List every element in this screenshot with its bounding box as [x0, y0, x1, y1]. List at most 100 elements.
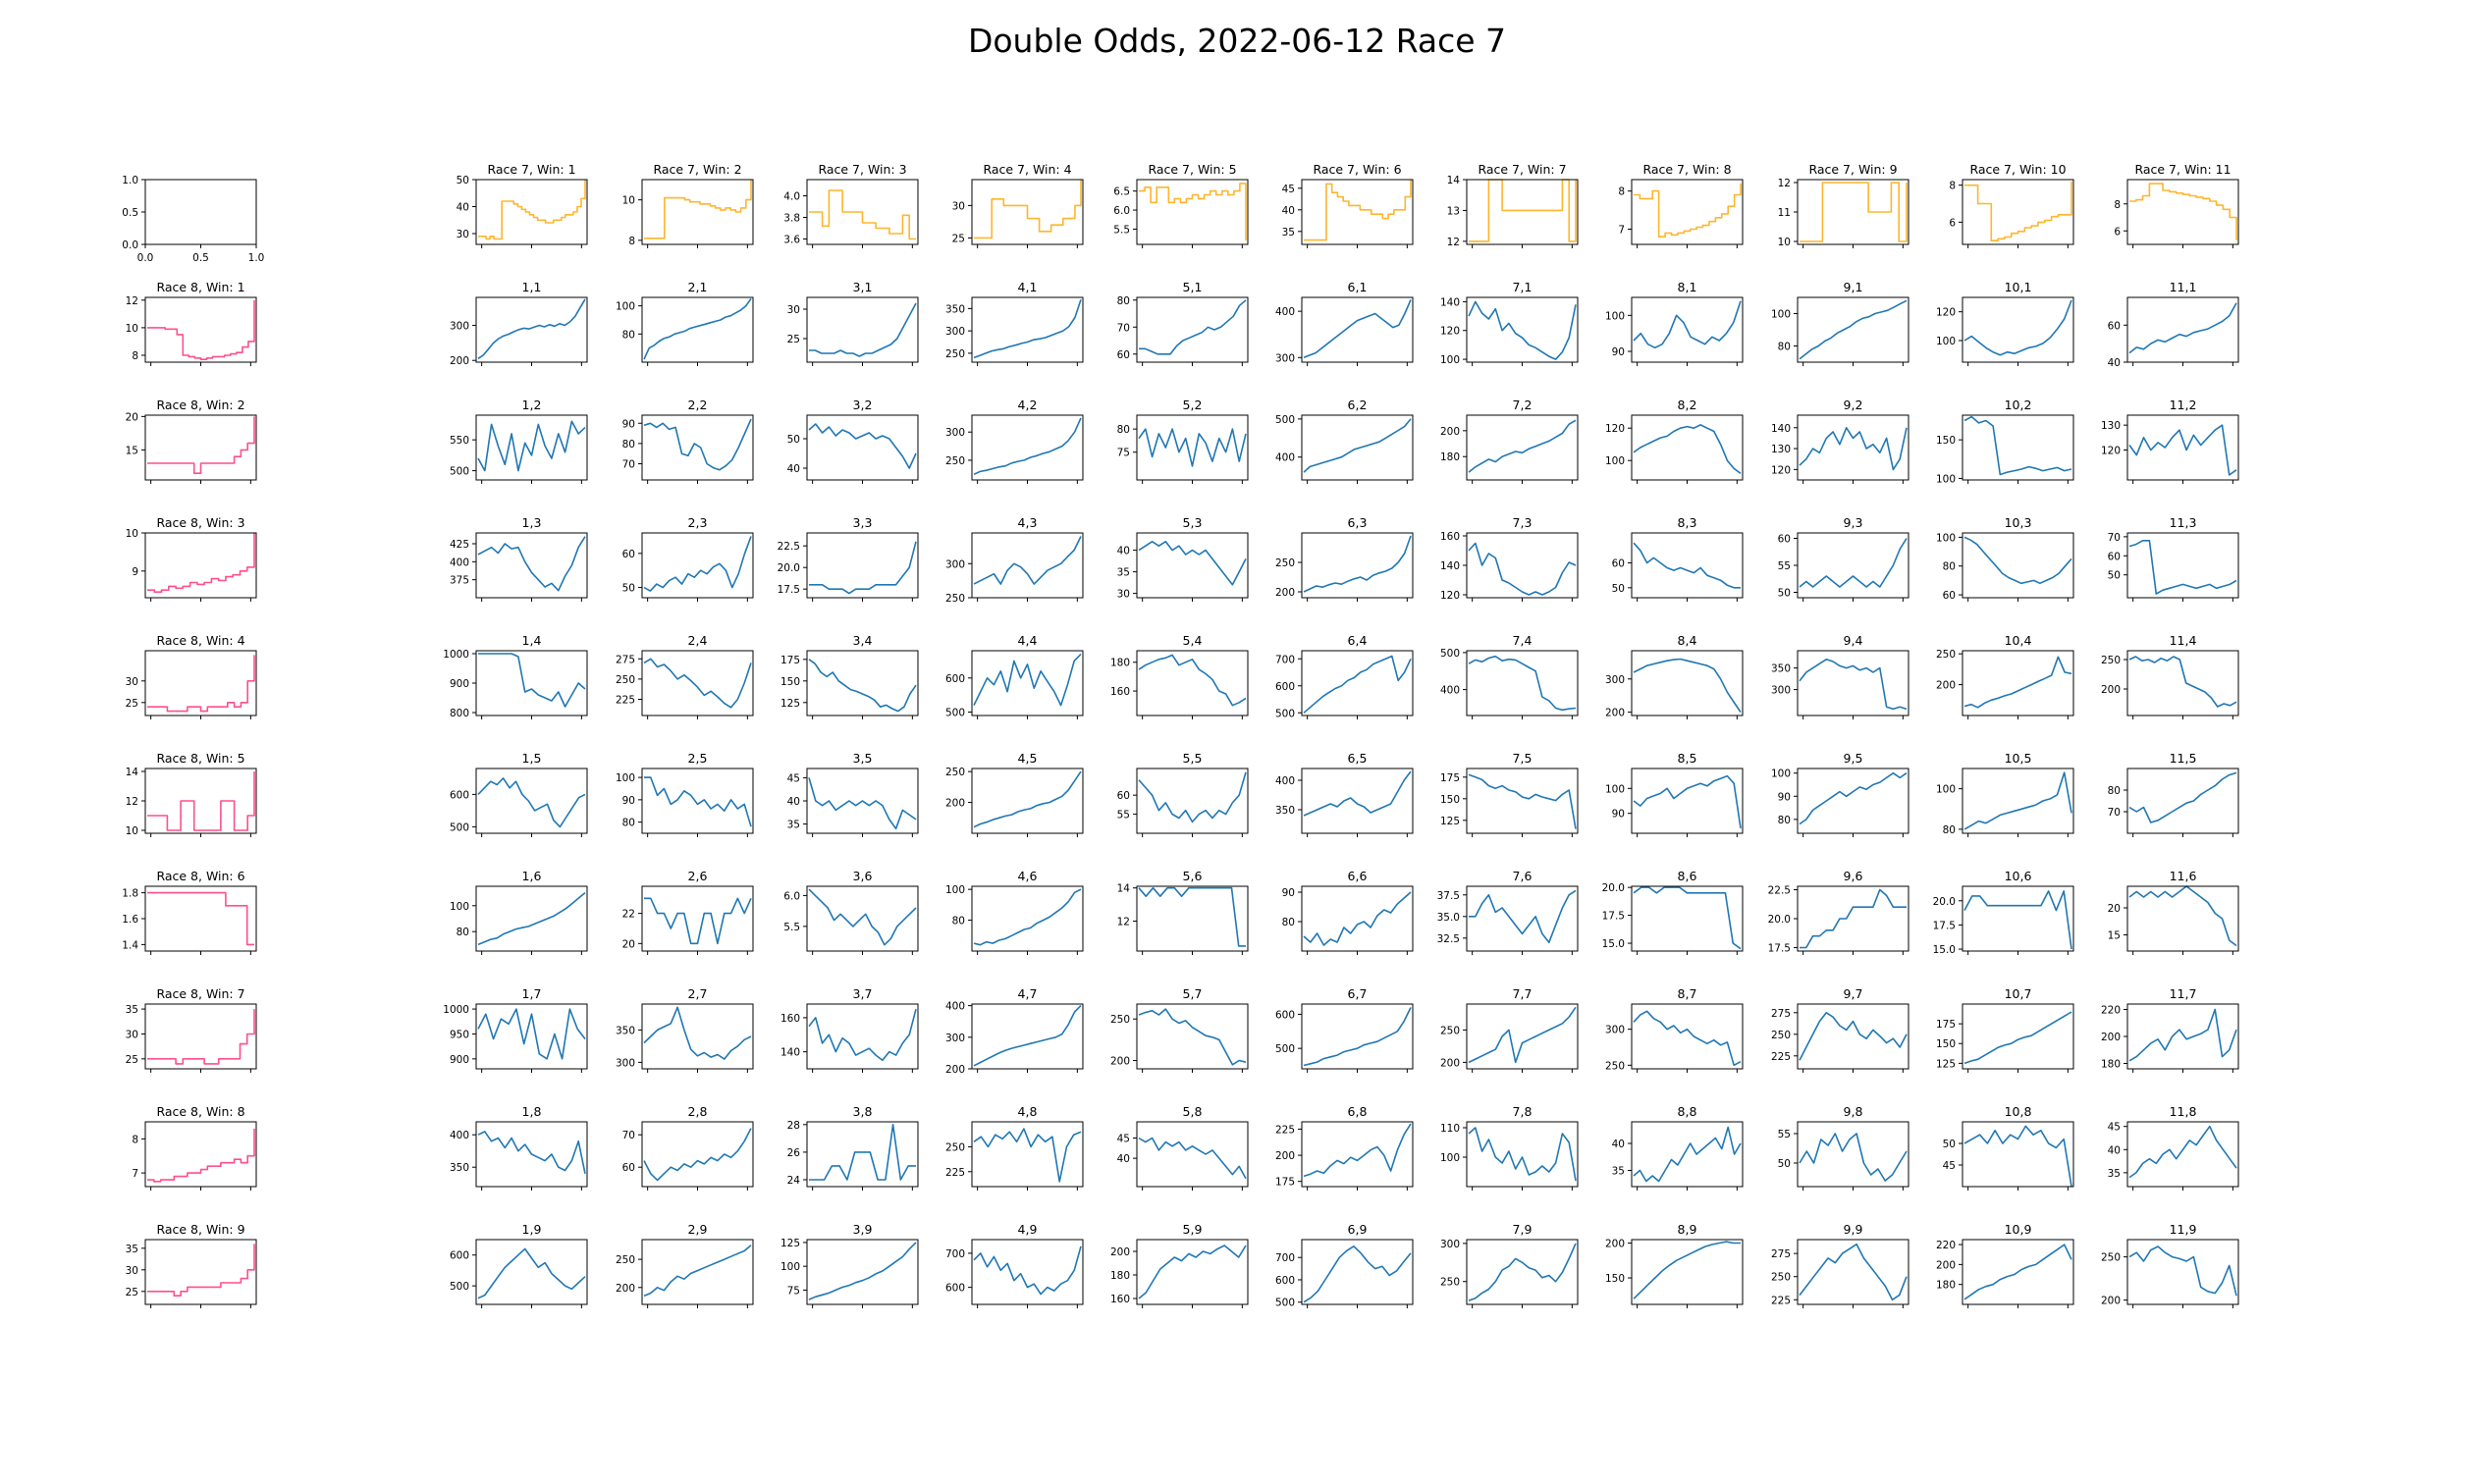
panel-title: 8,7 [1678, 986, 1697, 1001]
y-tick-label: 125 [780, 698, 800, 710]
y-tick-label: 1.8 [122, 888, 138, 900]
panel-title: 4,1 [1018, 280, 1038, 294]
double-odds-panel: 8,1 90 100 [1605, 280, 1744, 366]
panel-title: 10,6 [2005, 869, 2032, 883]
y-tick-label: 50 [457, 175, 469, 186]
y-tick-label: 35 [1117, 567, 1130, 579]
double-odds-panel: 5,2 75 80 [1117, 398, 1249, 484]
double-odds-panel: 11,3 50 60 70 [2108, 515, 2239, 602]
panel-title: 3,7 [853, 986, 873, 1001]
series-line [1633, 658, 1742, 714]
panel-title: 8,3 [1678, 515, 1697, 530]
y-tick-label: 30 [126, 676, 138, 688]
series-line [1138, 1245, 1247, 1299]
y-tick-label: 300 [1771, 685, 1791, 697]
y-tick-label: 12 [126, 295, 138, 307]
y-tick-label: 45 [787, 772, 800, 784]
y-tick-label: 160 [1110, 686, 1130, 698]
panel-title: 11,9 [2170, 1222, 2197, 1237]
panel-title: 8,4 [1678, 633, 1697, 648]
panel-title: 11,7 [2170, 986, 2197, 1001]
race7-win-panel: Race 7, Win: 5 5.5 6.0 6.5 [1113, 162, 1249, 248]
series-line [1468, 300, 1577, 360]
series-line [2128, 656, 2237, 708]
double-odds-panel: 2,5 80 90 100 [616, 751, 754, 837]
panel-title: Race 7, Win: 1 [487, 162, 575, 177]
y-tick-label: 120 [2101, 446, 2121, 457]
double-odds-panel: 3,5 35 40 45 [787, 751, 919, 837]
y-tick-label: 120 [1440, 590, 1460, 602]
y-tick-label: 20.0 [1768, 914, 1791, 926]
double-odds-panel: 1,2 500 550 [450, 398, 588, 484]
series-line [1468, 1127, 1577, 1182]
axes-frame [1631, 179, 1744, 245]
y-tick-label: 350 [450, 1162, 469, 1174]
y-tick-label: 20.0 [1602, 882, 1625, 894]
y-tick-label: 5.5 [783, 922, 800, 933]
axes-frame [1301, 1003, 1414, 1070]
double-odds-panel: 4,1 250 300 350 [945, 280, 1084, 366]
double-odds-panel: 5,6 12 14 [1117, 869, 1249, 955]
y-tick-label: 600 [1275, 1275, 1295, 1287]
panel-title: Race 7, Win: 11 [2134, 162, 2231, 177]
panel-title: 10,9 [2005, 1222, 2032, 1237]
panel-title: Race 7, Win: 9 [1808, 162, 1897, 177]
axes-frame [1631, 1121, 1744, 1188]
series-line [147, 1128, 255, 1183]
y-tick-label: 6.0 [1113, 205, 1130, 217]
y-tick-label: 350 [1771, 663, 1791, 675]
panel-title: 9,2 [1844, 398, 1863, 412]
y-tick-label: 100 [1936, 784, 1956, 796]
panel-title: 11,1 [2170, 280, 2197, 294]
series-line [2128, 885, 2237, 947]
y-tick-label: 100 [1771, 768, 1791, 780]
panel-title: 6,2 [1348, 398, 1368, 412]
panel-title: 9,1 [1844, 280, 1863, 294]
y-tick-label: 90 [622, 418, 635, 430]
double-odds-panel: 7,7 200 250 [1440, 986, 1579, 1073]
axes-frame [1301, 414, 1414, 481]
race7-win-panel: Race 7, Win: 4 25 30 [952, 162, 1084, 248]
series-line [2128, 1246, 2237, 1297]
y-tick-label: 6 [2114, 226, 2121, 238]
y-tick-label: 250 [1110, 1014, 1130, 1026]
double-odds-panel: 11,9 200 250 [2101, 1222, 2239, 1308]
y-tick-label: 600 [450, 789, 469, 801]
axes-frame [1466, 1239, 1579, 1305]
y-tick-label: 400 [1275, 452, 1295, 464]
y-tick-label: 90 [622, 795, 635, 807]
panel-title: 5,3 [1183, 515, 1203, 530]
axes-frame [1466, 414, 1579, 481]
y-tick-label: 100 [450, 901, 469, 913]
panel-title: Race 8, Win: 9 [156, 1222, 244, 1237]
double-odds-panel: 4,8 225 250 [945, 1104, 1084, 1191]
y-tick-label: 100 [1936, 532, 1956, 544]
y-tick-label: 200 [945, 798, 965, 810]
series-line [1633, 774, 1742, 829]
double-odds-panel: 3,7 140 160 [780, 986, 919, 1073]
y-tick-label: 400 [945, 1001, 965, 1013]
axes-frame [806, 414, 919, 481]
y-tick-label: 17.5 [1602, 911, 1625, 923]
axes-frame [806, 532, 919, 599]
series-line [808, 659, 917, 713]
y-tick-label: 100 [1605, 783, 1625, 795]
y-tick-label: 175 [1440, 772, 1460, 784]
y-tick-label: 30 [952, 200, 965, 212]
y-tick-label: 80 [2108, 785, 2121, 797]
axes-frame [475, 885, 588, 952]
y-tick-label: 20.0 [1933, 896, 1956, 908]
y-tick-label: 60 [1117, 790, 1130, 802]
axes-frame [144, 768, 257, 834]
series-line [643, 1128, 752, 1182]
series-line [1138, 428, 1247, 467]
axes-frame [475, 532, 588, 599]
y-tick-label: 175 [1936, 1019, 1956, 1031]
series-line [1138, 541, 1247, 586]
y-tick-label: 200 [1440, 1057, 1460, 1069]
axes-frame [1466, 1121, 1579, 1188]
double-odds-panel: 5,9 160 180 200 [1110, 1222, 1249, 1308]
y-tick-label: 375 [450, 575, 469, 587]
series-line [1964, 181, 2072, 241]
y-tick-label: 600 [1275, 681, 1295, 693]
